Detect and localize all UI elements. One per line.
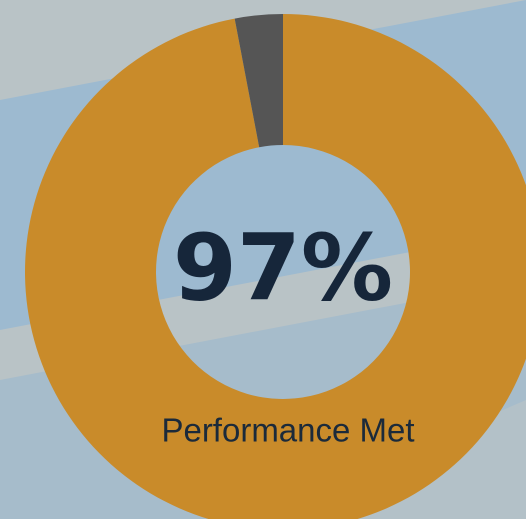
page: 97% Performance Met (() => { const data …: [0, 0, 526, 519]
category-label: Performance Met: [161, 412, 414, 449]
center-value-label: 97%: [173, 214, 393, 321]
chart: 97% Performance Met: [0, 0, 526, 519]
